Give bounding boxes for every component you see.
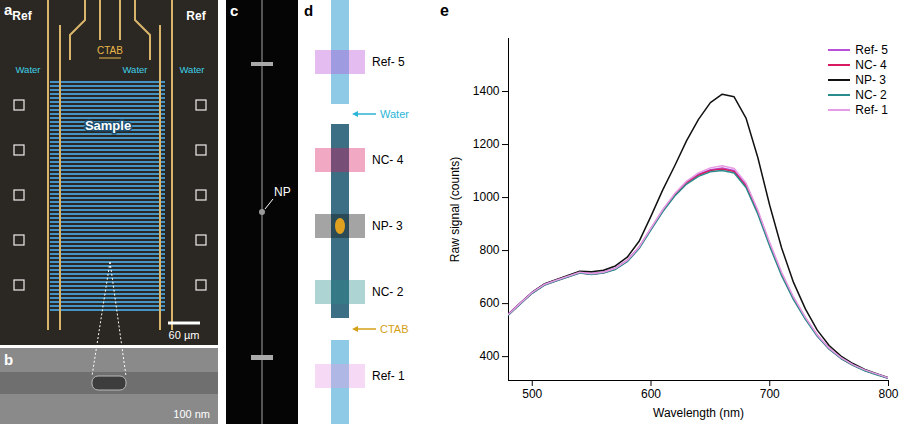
html-text:NC- 4: NC- 4 xyxy=(855,57,887,72)
svg-text:1200: 1200 xyxy=(473,137,500,151)
svg-text:CTAB: CTAB xyxy=(97,45,123,56)
svg-text:NC- 4: NC- 4 xyxy=(372,153,404,167)
svg-text:Wavelength (nm): Wavelength (nm) xyxy=(653,406,744,420)
svg-text:NC- 2: NC- 2 xyxy=(372,285,404,299)
svg-text:600: 600 xyxy=(479,296,499,310)
svg-text:700: 700 xyxy=(760,387,780,401)
svg-text:500: 500 xyxy=(522,387,542,401)
svg-text:800: 800 xyxy=(479,243,499,257)
svg-text:NP- 3: NP- 3 xyxy=(372,219,403,233)
svg-text:60 µm: 60 µm xyxy=(169,329,200,341)
svg-text:600: 600 xyxy=(641,387,661,401)
svg-text:100 nm: 100 nm xyxy=(173,408,210,420)
svg-text:b: b xyxy=(4,351,13,368)
svg-text:Sample: Sample xyxy=(85,118,131,133)
svg-text:Ref- 1: Ref- 1 xyxy=(372,369,405,383)
svg-text:Ref- 5: Ref- 5 xyxy=(372,55,405,69)
html-text:NP- 3: NP- 3 xyxy=(855,72,886,87)
html-text:NC- 2: NC- 2 xyxy=(855,87,887,102)
svg-text:c: c xyxy=(230,2,238,19)
svg-text:Water: Water xyxy=(123,64,148,75)
svg-text:400: 400 xyxy=(479,349,499,363)
html-text:e: e xyxy=(440,2,449,19)
svg-text:Ref: Ref xyxy=(186,9,206,23)
html-text:Ref- 5: Ref- 5 xyxy=(855,42,888,57)
svg-text:CTAB: CTAB xyxy=(380,323,409,335)
svg-text:Ref: Ref xyxy=(12,9,32,23)
svg-text:Raw signal (counts): Raw signal (counts) xyxy=(448,157,462,262)
svg-text:Water: Water xyxy=(180,64,205,75)
svg-text:1400: 1400 xyxy=(473,84,500,98)
svg-text:Water: Water xyxy=(16,64,41,75)
svg-text:NP: NP xyxy=(274,185,291,199)
svg-text:a: a xyxy=(4,1,13,18)
svg-text:Water: Water xyxy=(380,108,409,120)
svg-text:1000: 1000 xyxy=(473,190,500,204)
svg-text:800: 800 xyxy=(878,387,898,401)
html-text:Ref- 1: Ref- 1 xyxy=(855,102,888,117)
svg-text:d: d xyxy=(304,2,313,19)
